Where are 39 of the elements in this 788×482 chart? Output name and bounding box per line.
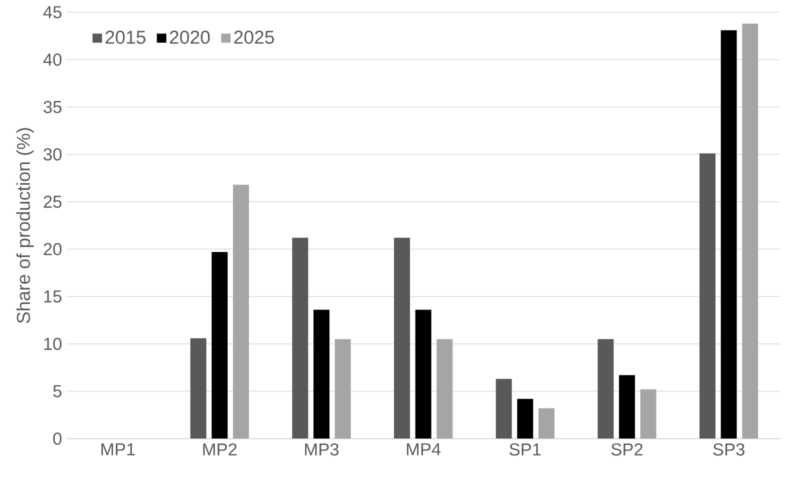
bar	[415, 310, 432, 439]
y-tick-label: 45	[43, 6, 62, 19]
legend-label: 2025	[234, 30, 274, 44]
y-tick-label: 5	[53, 385, 62, 398]
bar	[538, 408, 554, 439]
x-tick-label: SP1	[510, 444, 541, 456]
y-tick-label: 10	[44, 338, 62, 350]
x-tick-label: MP3	[305, 444, 339, 456]
y-tick-label: 15	[44, 290, 62, 303]
x-tick-label: MP1	[101, 444, 135, 456]
bar	[232, 184, 249, 439]
legend-label: 2020	[170, 30, 210, 44]
x-tick-label: MP2	[203, 444, 237, 456]
bar	[334, 339, 351, 439]
y-tick-label: 35	[44, 101, 62, 114]
bar	[640, 390, 656, 439]
y-tick-label: 40	[43, 54, 62, 66]
bar	[496, 379, 512, 439]
bar	[436, 339, 453, 439]
y-axis-title: Share of production (%)	[16, 128, 34, 324]
bar	[212, 252, 228, 439]
x-tick-label: SP2	[611, 444, 642, 456]
y-tick-label: 30	[44, 148, 62, 161]
bar	[618, 375, 635, 439]
legend-label: 2015	[106, 30, 146, 44]
x-tick-label: SP3	[713, 444, 744, 456]
bar	[700, 154, 716, 439]
bar	[720, 30, 737, 439]
bar	[190, 338, 206, 439]
y-tick-label: 0	[53, 432, 62, 445]
y-tick-label: 20	[44, 243, 62, 256]
bar	[517, 399, 534, 439]
bar	[292, 238, 308, 439]
bar	[598, 339, 614, 439]
bar	[742, 24, 758, 439]
bar	[313, 310, 330, 439]
bar	[394, 238, 410, 439]
y-tick-label: 25	[44, 196, 62, 208]
x-tick-label: MP4	[406, 444, 441, 456]
